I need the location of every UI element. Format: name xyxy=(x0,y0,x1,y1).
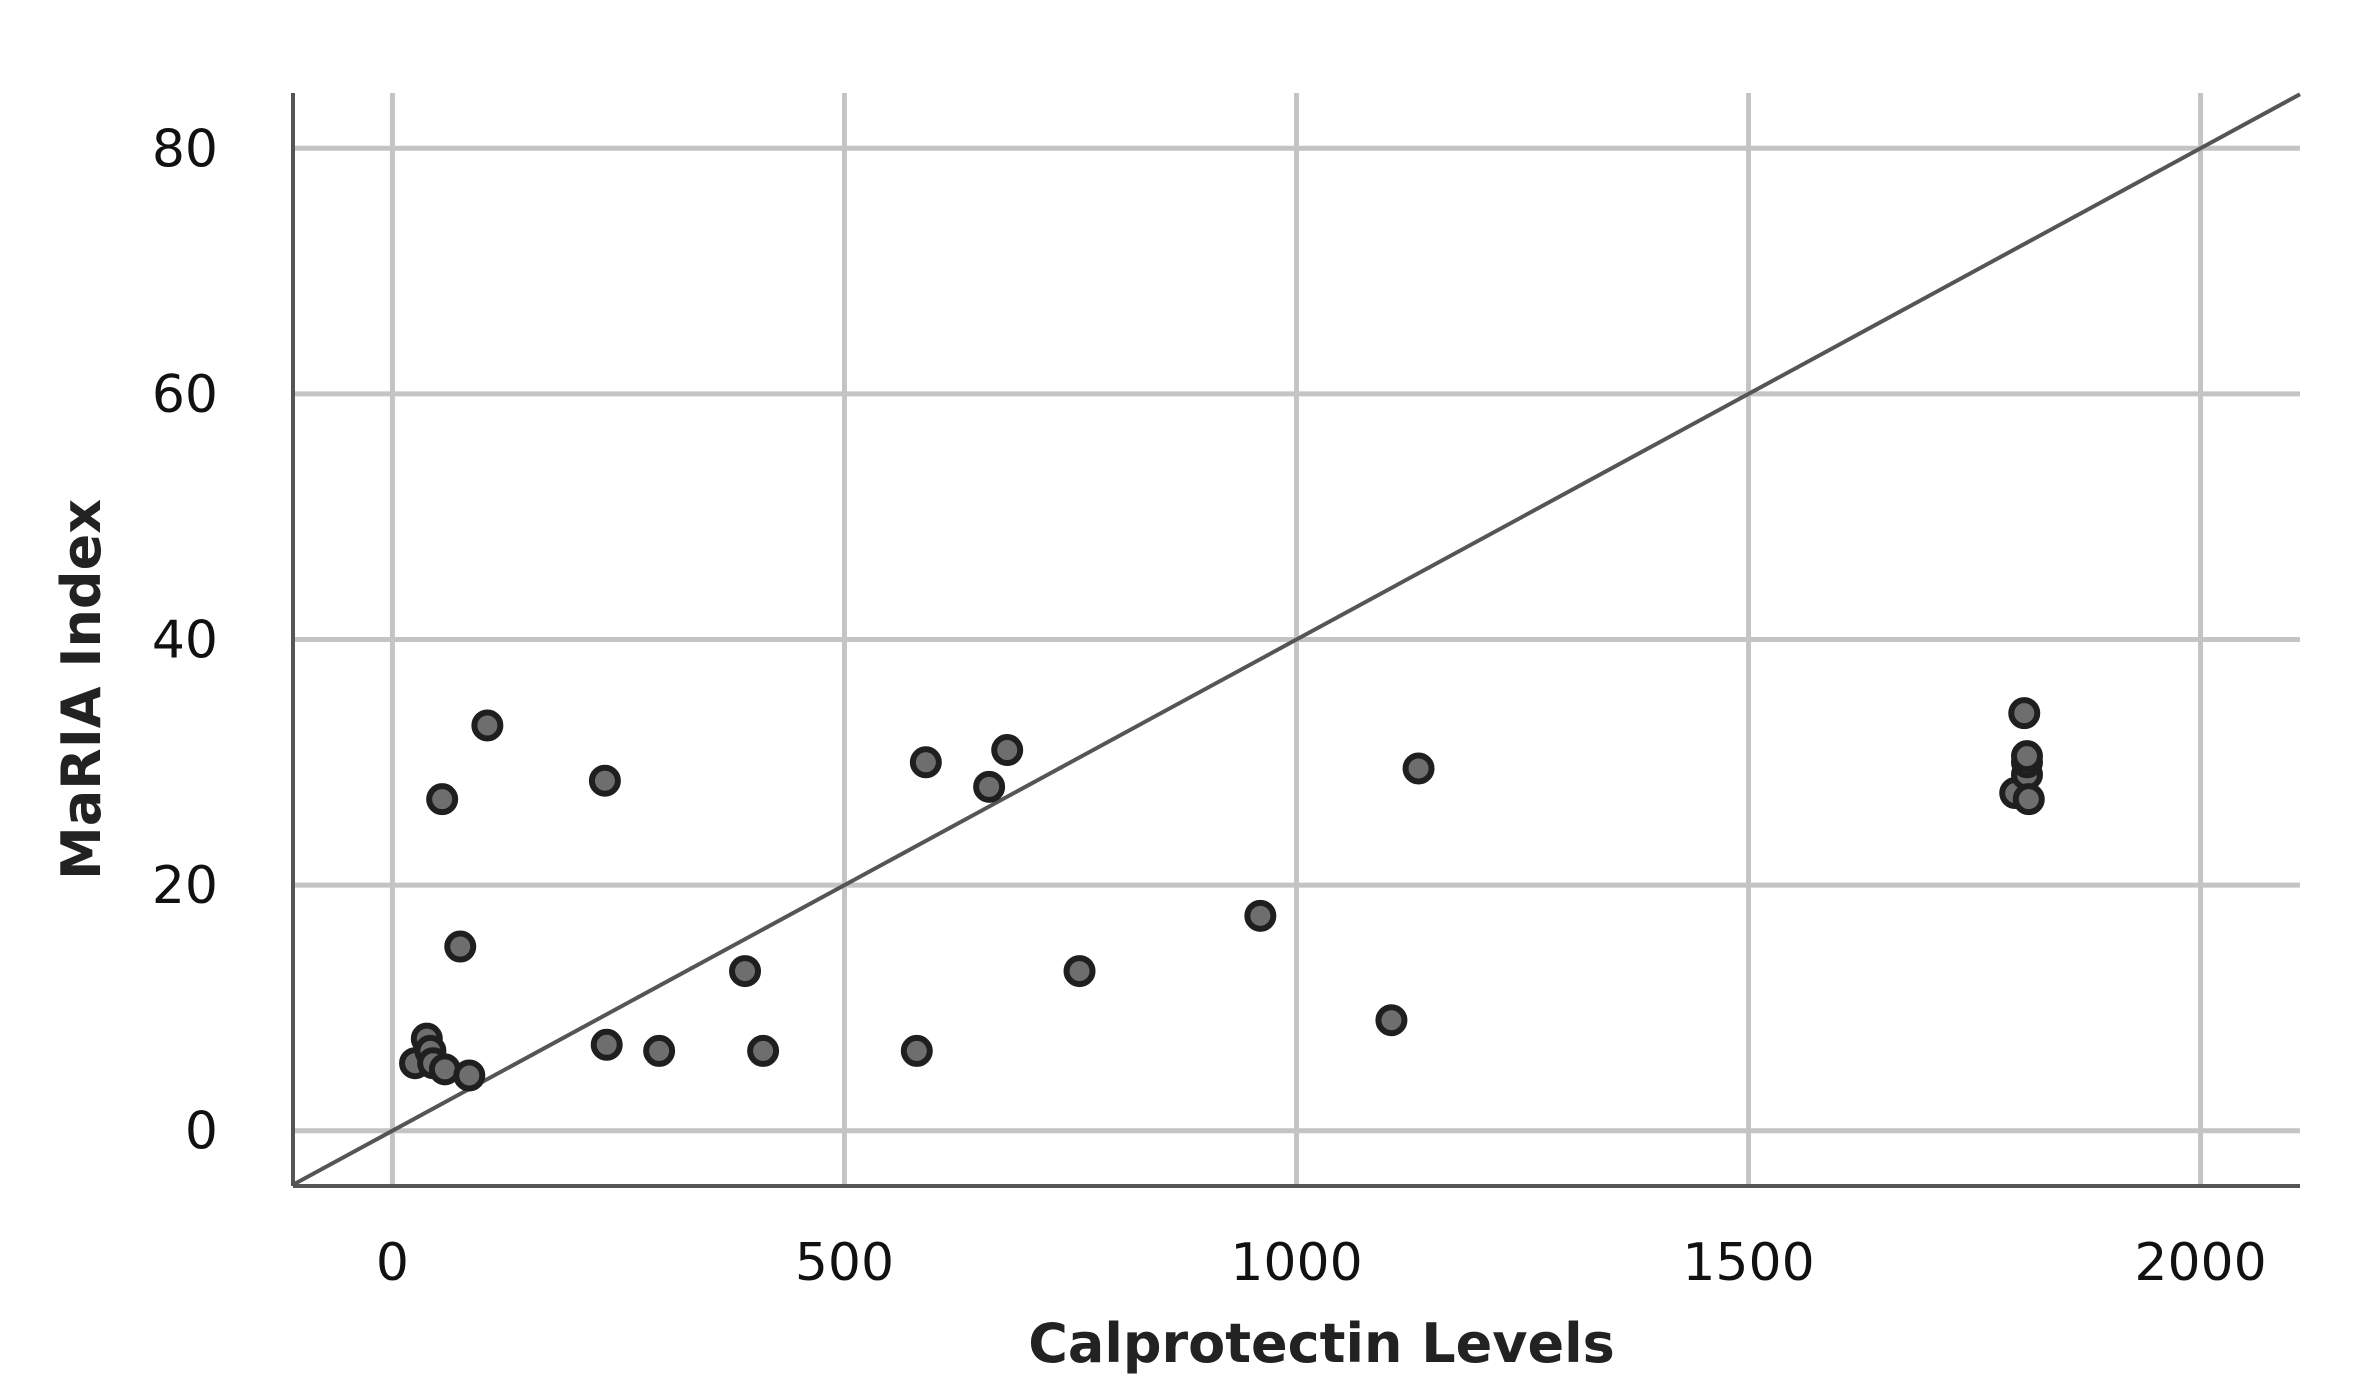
x-tick-label: 0 xyxy=(376,1233,409,1293)
data-point xyxy=(1063,955,1096,988)
data-point xyxy=(2012,783,2045,816)
y-tick-label: 60 xyxy=(152,365,218,425)
data-point xyxy=(2008,697,2041,730)
y-tick-label: 40 xyxy=(152,611,218,671)
data-point xyxy=(643,1034,676,1067)
data-point xyxy=(588,764,621,797)
data-point xyxy=(471,709,504,742)
data-point xyxy=(1375,1004,1408,1037)
data-point xyxy=(991,734,1024,767)
grid-lines xyxy=(293,93,2300,1186)
data-point xyxy=(1402,752,1435,785)
data-point xyxy=(453,1059,486,1092)
data-point xyxy=(1244,899,1277,932)
data-point xyxy=(729,955,762,988)
data-point xyxy=(426,783,459,816)
y-axis-title: MaRIA Index xyxy=(50,499,113,880)
x-axis-title: Calprotectin Levels xyxy=(1028,1312,1615,1375)
x-tick-labels: 0 500 1000 1500 2000 xyxy=(376,1233,2267,1293)
data-point xyxy=(2010,740,2043,773)
y-tick-label: 0 xyxy=(185,1102,218,1162)
x-tick-label: 2000 xyxy=(2134,1233,2266,1293)
data-point xyxy=(909,746,942,779)
data-point xyxy=(973,770,1006,803)
reference-line xyxy=(292,92,2301,1187)
data-points xyxy=(399,697,2045,1092)
data-point xyxy=(900,1034,933,1067)
data-point xyxy=(444,930,477,963)
y-tick-label: 20 xyxy=(152,856,218,916)
data-point xyxy=(747,1034,780,1067)
y-tick-labels: 0 20 40 60 80 xyxy=(152,119,218,1161)
data-point xyxy=(590,1028,623,1061)
y-tick-label: 80 xyxy=(152,119,218,179)
x-tick-label: 1000 xyxy=(1230,1233,1362,1293)
x-tick-label: 500 xyxy=(795,1233,894,1293)
x-tick-label: 1500 xyxy=(1682,1233,1814,1293)
